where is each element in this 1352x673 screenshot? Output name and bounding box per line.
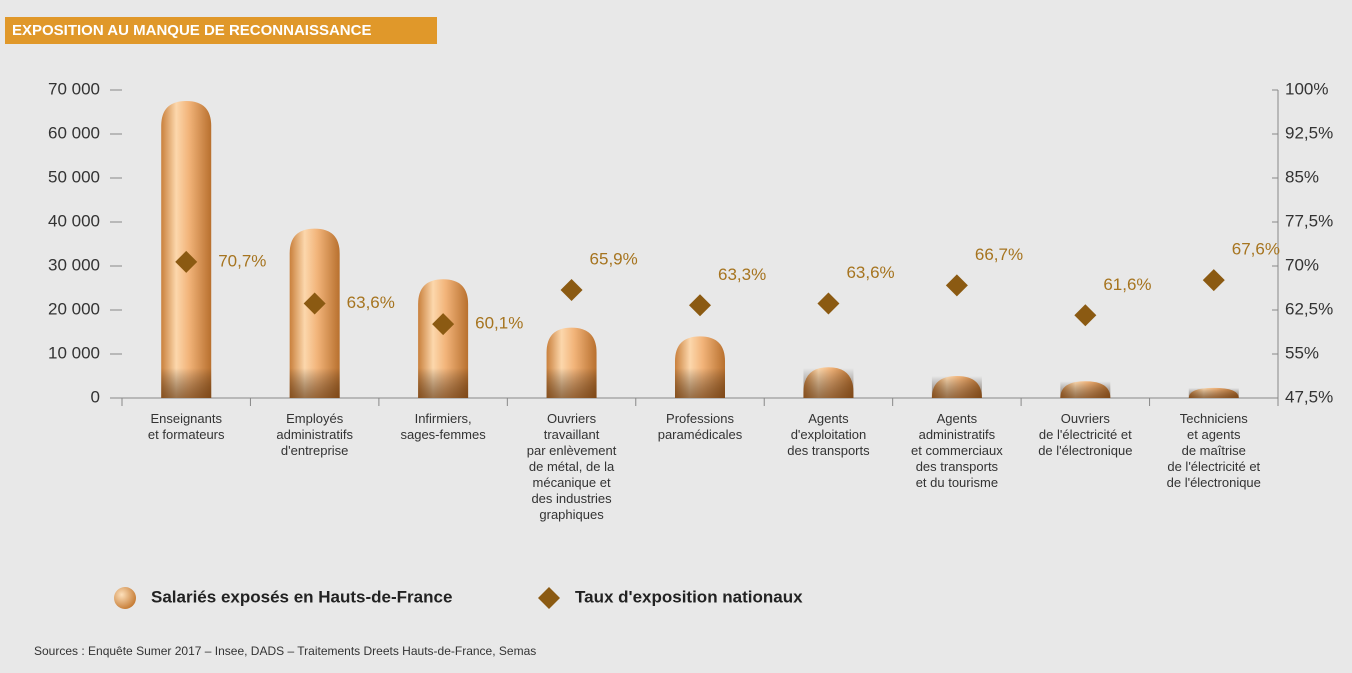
y-tick-label: 30 000 — [48, 255, 100, 274]
x-tick-label: Enseignants et formateurs — [148, 411, 225, 442]
y-tick-label: 0 — [91, 387, 100, 406]
bar — [675, 336, 725, 398]
data-label: 65,9% — [590, 250, 638, 269]
y-tick-label: 50 000 — [48, 167, 100, 186]
legend-label: Salariés exposés en Hauts-de-France — [151, 587, 452, 606]
y2-tick-label: 47,5% — [1285, 387, 1333, 406]
y2-tick-label: 70% — [1285, 255, 1319, 274]
diamond — [945, 274, 968, 297]
bar — [1060, 381, 1111, 398]
source: Sources : Enquête Sumer 2017 – Insee, DA… — [34, 644, 536, 658]
bar-shade — [289, 368, 340, 398]
bar-shade — [931, 376, 982, 398]
diamond — [432, 313, 455, 336]
y-tick-label: 10 000 — [48, 343, 100, 362]
data-label: 63,3% — [718, 265, 766, 284]
x-tick-label: Ouvriers de l'électricité et de l'électron… — [1038, 411, 1132, 458]
title-banner — [5, 17, 437, 44]
x-tick-label: Agents administratifs et commerciaux des tr… — [911, 411, 1003, 490]
x-tick-label: Techniciens et agents de maîtrise de l'élec… — [1167, 411, 1261, 490]
diamond — [560, 279, 583, 302]
data-label: 63,6% — [347, 293, 395, 312]
bar-shade — [418, 368, 469, 398]
y2-tick-label: 100% — [1285, 79, 1328, 98]
data-label: 61,6% — [1103, 275, 1151, 294]
y2-tick-label: 62,5% — [1285, 299, 1333, 318]
legend-swatch — [538, 587, 560, 609]
bar-shade — [1060, 381, 1111, 398]
bar-shade — [1188, 387, 1239, 398]
bar — [803, 367, 854, 398]
bar — [161, 101, 212, 398]
chart-title: EXPOSITION AU MANQUE DE RECONNAISSANCE — [12, 22, 371, 39]
y-tick-label: 70 000 — [48, 79, 100, 98]
y-tick-label: 20 000 — [48, 299, 100, 318]
bar-shade — [675, 368, 725, 398]
x-tick-label: Employés administratifs d'entreprise — [276, 411, 353, 458]
diamond — [175, 250, 198, 273]
diamond — [1202, 269, 1225, 292]
bar-shade — [546, 368, 597, 398]
x-tick-label: Infirmiers, sages-femmes — [400, 411, 486, 442]
data-label: 66,7% — [975, 245, 1023, 264]
x-tick-label: Ouvriers travaillant par enlèvement de méta… — [527, 411, 617, 522]
y2-tick-label: 92,5% — [1285, 123, 1333, 142]
bar — [1188, 387, 1239, 398]
legend-label: Taux d'exposition nationaux — [575, 587, 803, 606]
x-tick-label: Professions paramédicales — [658, 411, 743, 442]
data-label: 63,6% — [846, 263, 894, 282]
data-label: 70,7% — [218, 251, 266, 270]
y2-tick-label: 85% — [1285, 167, 1319, 186]
y-tick-label: 40 000 — [48, 211, 100, 230]
diamond — [303, 292, 326, 315]
y-tick-label: 60 000 — [48, 123, 100, 142]
x-tick-label: Agents d'exploitation des transports — [787, 411, 870, 458]
bar — [418, 279, 469, 398]
bar — [931, 376, 982, 398]
bar-body — [161, 101, 212, 398]
y2-tick-label: 55% — [1285, 343, 1319, 362]
diamond — [689, 294, 711, 317]
y2-tick-label: 77,5% — [1285, 211, 1333, 230]
diamond — [817, 292, 840, 315]
legend-swatch — [114, 587, 136, 609]
diamond — [1074, 304, 1097, 327]
bar-shade — [161, 368, 212, 398]
data-label: 67,6% — [1232, 240, 1280, 259]
bar-shade — [803, 368, 854, 398]
data-label: 60,1% — [475, 314, 523, 333]
bar — [546, 327, 597, 398]
